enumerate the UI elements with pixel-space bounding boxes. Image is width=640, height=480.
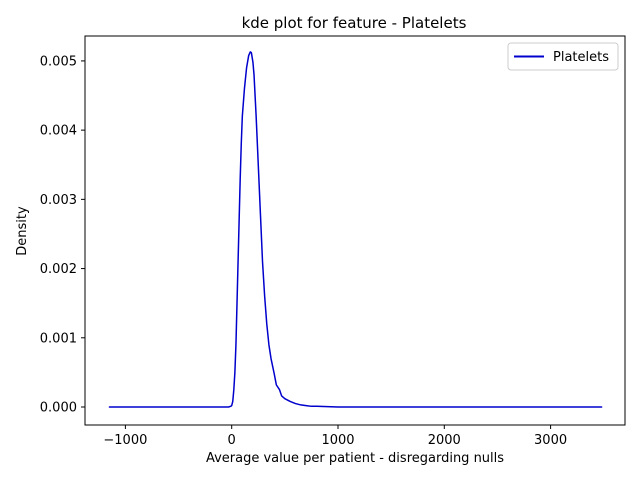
x-axis: −1000 0 1000 2000 3000 — [103, 425, 567, 448]
axes-frame — [84, 35, 626, 426]
y-tick-label: 0.004 — [40, 124, 77, 139]
y-axis: 0.000 0.001 0.002 0.003 0.004 0.005 — [40, 54, 85, 416]
x-tick-label: 0 — [228, 433, 236, 448]
y-axis-label: Density — [15, 206, 30, 256]
y-tick-label: 0.001 — [40, 331, 77, 346]
y-tick-label: 0.002 — [40, 262, 77, 277]
legend-label: Platelets — [553, 50, 609, 65]
plot-area — [85, 36, 625, 425]
legend: Platelets — [507, 42, 619, 71]
x-tick-label: 2000 — [428, 433, 461, 448]
x-tick-label: 1000 — [321, 433, 354, 448]
y-tick-label: 0.000 — [40, 401, 77, 416]
legend-box — [507, 42, 619, 71]
y-tick-label: 0.005 — [40, 54, 77, 69]
x-tick-label: −1000 — [103, 433, 147, 448]
chart-title: kde plot for feature - Platelets — [242, 14, 467, 32]
x-axis-label: Average value per patient - disregarding… — [206, 451, 504, 466]
series-line-platelets — [108, 51, 603, 408]
x-tick-label: 3000 — [534, 433, 567, 448]
y-tick-label: 0.003 — [40, 193, 77, 208]
